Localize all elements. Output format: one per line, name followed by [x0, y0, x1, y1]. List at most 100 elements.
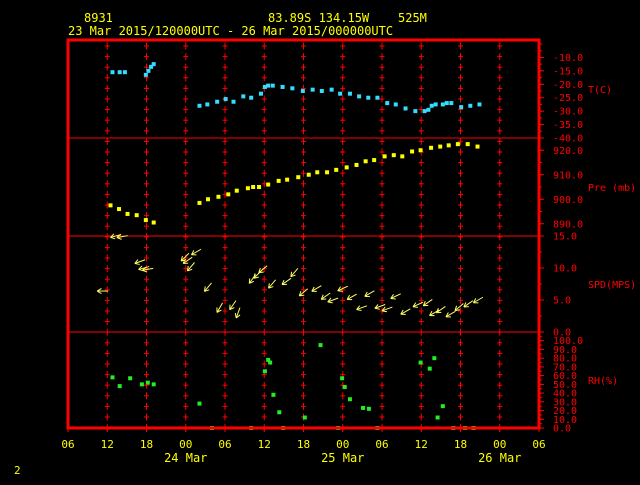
x-tick-label: 06	[532, 438, 545, 451]
temperature-y-tick-label: -30.0	[553, 107, 583, 118]
temperature-point	[271, 84, 275, 88]
pressure-point	[345, 165, 349, 169]
temperature-point	[197, 104, 201, 108]
humidity-point	[367, 407, 371, 411]
temperature-point	[232, 100, 236, 104]
humidity-point	[361, 406, 365, 410]
humidity-point	[140, 382, 144, 386]
temperature-y-tick-label: -10.0	[553, 53, 583, 64]
pressure-point	[392, 153, 396, 157]
wind-arrow	[321, 293, 330, 299]
x-tick-label: 00	[493, 438, 506, 451]
temperature-point	[281, 85, 285, 89]
pressure-point	[257, 185, 261, 189]
temperature-point	[123, 70, 127, 74]
pressure-point	[216, 195, 220, 199]
temperature-point	[215, 100, 219, 104]
wind-arrow	[187, 263, 194, 271]
temperature-point	[330, 88, 334, 92]
temperature-y-tick-label: -15.0	[553, 66, 583, 77]
temperature-point	[152, 62, 156, 66]
pressure-y-tick-label: 890.0	[553, 219, 583, 230]
humidity-point	[348, 397, 352, 401]
pressure-point	[410, 149, 414, 153]
wind-arrow	[217, 303, 223, 313]
pressure-point	[251, 185, 255, 189]
wind-arrow	[312, 286, 322, 292]
wind-arrow	[446, 311, 456, 317]
wind-speed-y-tick-label: 5.0	[553, 296, 571, 307]
temperature-point	[301, 89, 305, 93]
pressure-point	[364, 159, 368, 163]
pressure-point	[307, 173, 311, 177]
pressure-point	[325, 170, 329, 174]
temperature-point	[224, 97, 228, 101]
wind-arrow	[235, 308, 240, 318]
pressure-y-tick-label: 900.0	[553, 195, 583, 206]
x-tick-label: 06	[61, 438, 74, 451]
temperature-axis-label: T(C)	[588, 85, 612, 96]
temperature-point	[413, 109, 417, 113]
pressure-point	[383, 154, 387, 158]
pressure-point	[266, 183, 270, 187]
pressure-point	[246, 186, 250, 190]
pressure-point	[315, 170, 319, 174]
temperature-y-tick-label: -25.0	[553, 93, 583, 104]
wind-arrow	[436, 306, 445, 312]
pressure-point	[277, 179, 281, 183]
x-tick-label: 00	[179, 438, 192, 451]
humidity-point	[419, 361, 423, 365]
humidity-point	[277, 410, 281, 414]
temperature-point	[241, 94, 245, 98]
temperature-point	[449, 101, 453, 105]
pressure-point	[117, 207, 121, 211]
temperature-point	[311, 88, 315, 92]
pressure-point	[109, 203, 113, 207]
pressure-y-tick-label: 920.0	[553, 146, 583, 157]
wind-arrow	[291, 268, 298, 276]
humidity-point	[436, 416, 440, 420]
temperature-point	[259, 92, 263, 96]
x-tick-label: 00	[336, 438, 349, 451]
wind-arrow	[357, 306, 367, 311]
corner-label: 2	[14, 464, 21, 477]
humidity-point	[263, 369, 267, 373]
pressure-point	[476, 145, 480, 149]
wind-arrow	[401, 309, 411, 315]
wind-arrow	[97, 288, 108, 293]
temperature-point	[385, 101, 389, 105]
humidity-point	[343, 385, 347, 389]
humidity-point	[319, 343, 323, 347]
humidity-point	[110, 375, 114, 379]
pressure-point	[206, 197, 210, 201]
x-tick-label: 12	[415, 438, 428, 451]
temperature-point	[434, 102, 438, 106]
humidity-point	[118, 384, 122, 388]
temperature-point	[357, 94, 361, 98]
temperature-point	[477, 102, 481, 106]
humidity-point	[441, 404, 445, 408]
pressure-axis-label: Pre (mb)	[588, 183, 636, 194]
pressure-point	[372, 158, 376, 162]
wind-arrow	[382, 307, 392, 312]
temperature-y-tick-label: -40.0	[553, 134, 583, 145]
temperature-point	[290, 86, 294, 90]
temperature-point	[118, 70, 122, 74]
wind-speed-y-tick-label: 10.0	[553, 264, 577, 275]
temperature-point	[146, 69, 150, 73]
x-tick-label: 18	[140, 438, 153, 451]
humidity-point	[340, 376, 344, 380]
x-tick-label: 12	[258, 438, 271, 451]
pressure-point	[438, 145, 442, 149]
humidity-axis-label: RH(%)	[588, 376, 618, 387]
wind-speed-axis-label: SPD(MPS)	[588, 280, 636, 291]
station-location: 83.89S 134.15W	[268, 11, 370, 25]
pressure-point	[466, 142, 470, 146]
time-period: 23 Mar 2015/120000UTC - 26 Mar 2015/0000…	[68, 24, 393, 38]
wind-arrow	[423, 299, 432, 305]
wind-arrow	[191, 249, 201, 255]
y-axes: -10.0-15.0-20.0-25.0-30.0-35.0-40.0T(C)8…	[539, 44, 636, 435]
humidity-point	[268, 361, 272, 365]
wind-arrow	[259, 266, 267, 273]
